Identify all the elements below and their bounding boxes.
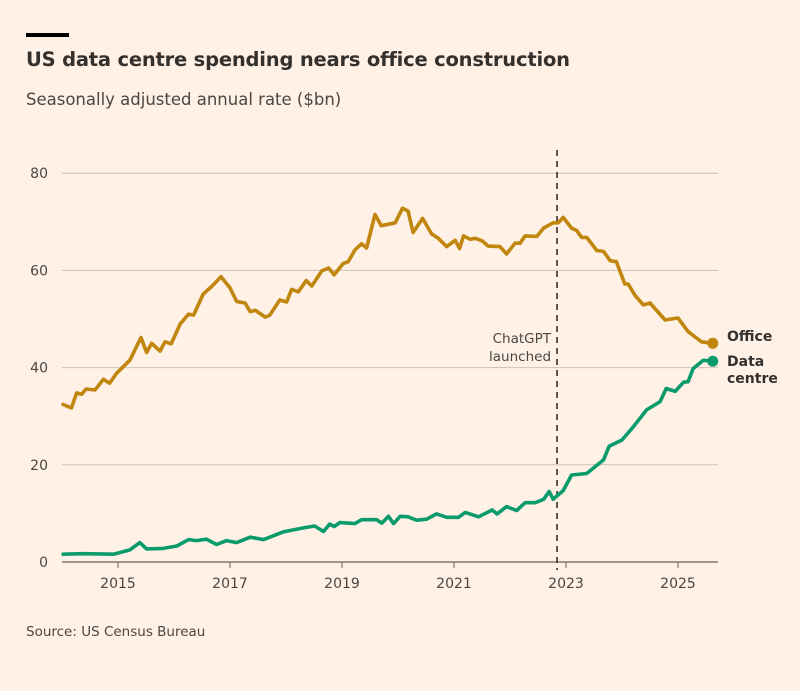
- chart-title: US data centre spending nears office con…: [26, 48, 570, 71]
- source-note: Source: US Census Bureau: [26, 624, 206, 640]
- annotation-label: launched: [489, 349, 551, 365]
- x-tick-label: 2023: [548, 576, 584, 592]
- y-tick-label: 60: [30, 263, 48, 279]
- data-centre-label: Data: [727, 354, 764, 370]
- annotation: ChatGPT launched: [489, 150, 558, 570]
- x-tick-label: 2015: [100, 576, 136, 592]
- y-tick-label: 80: [30, 166, 48, 182]
- axes: 0 20 40 60 80 2015 2017 2019 2021 2023 2025: [30, 166, 696, 592]
- x-tick-label: 2025: [660, 576, 696, 592]
- data-centre-line: [61, 358, 715, 556]
- x-tick-label: 2021: [436, 576, 472, 592]
- office-end-point: [707, 337, 719, 349]
- gridlines: [62, 172, 718, 563]
- data-centre-label: centre: [727, 371, 778, 387]
- series-lines: [61, 206, 719, 556]
- y-tick-label: 20: [30, 458, 48, 474]
- annotation-label: ChatGPT: [493, 331, 552, 347]
- x-tick-label: 2019: [324, 576, 360, 592]
- x-tick-label: 2017: [212, 576, 248, 592]
- y-tick-label: 40: [30, 361, 48, 377]
- chart-subtitle: Seasonally adjusted annual rate ($bn): [26, 90, 342, 109]
- y-tick-label: 0: [39, 555, 48, 571]
- office-line: [61, 206, 715, 410]
- office-label: Office: [727, 329, 772, 345]
- data-centre-end-point: [707, 355, 719, 367]
- brand-bar: [26, 33, 69, 37]
